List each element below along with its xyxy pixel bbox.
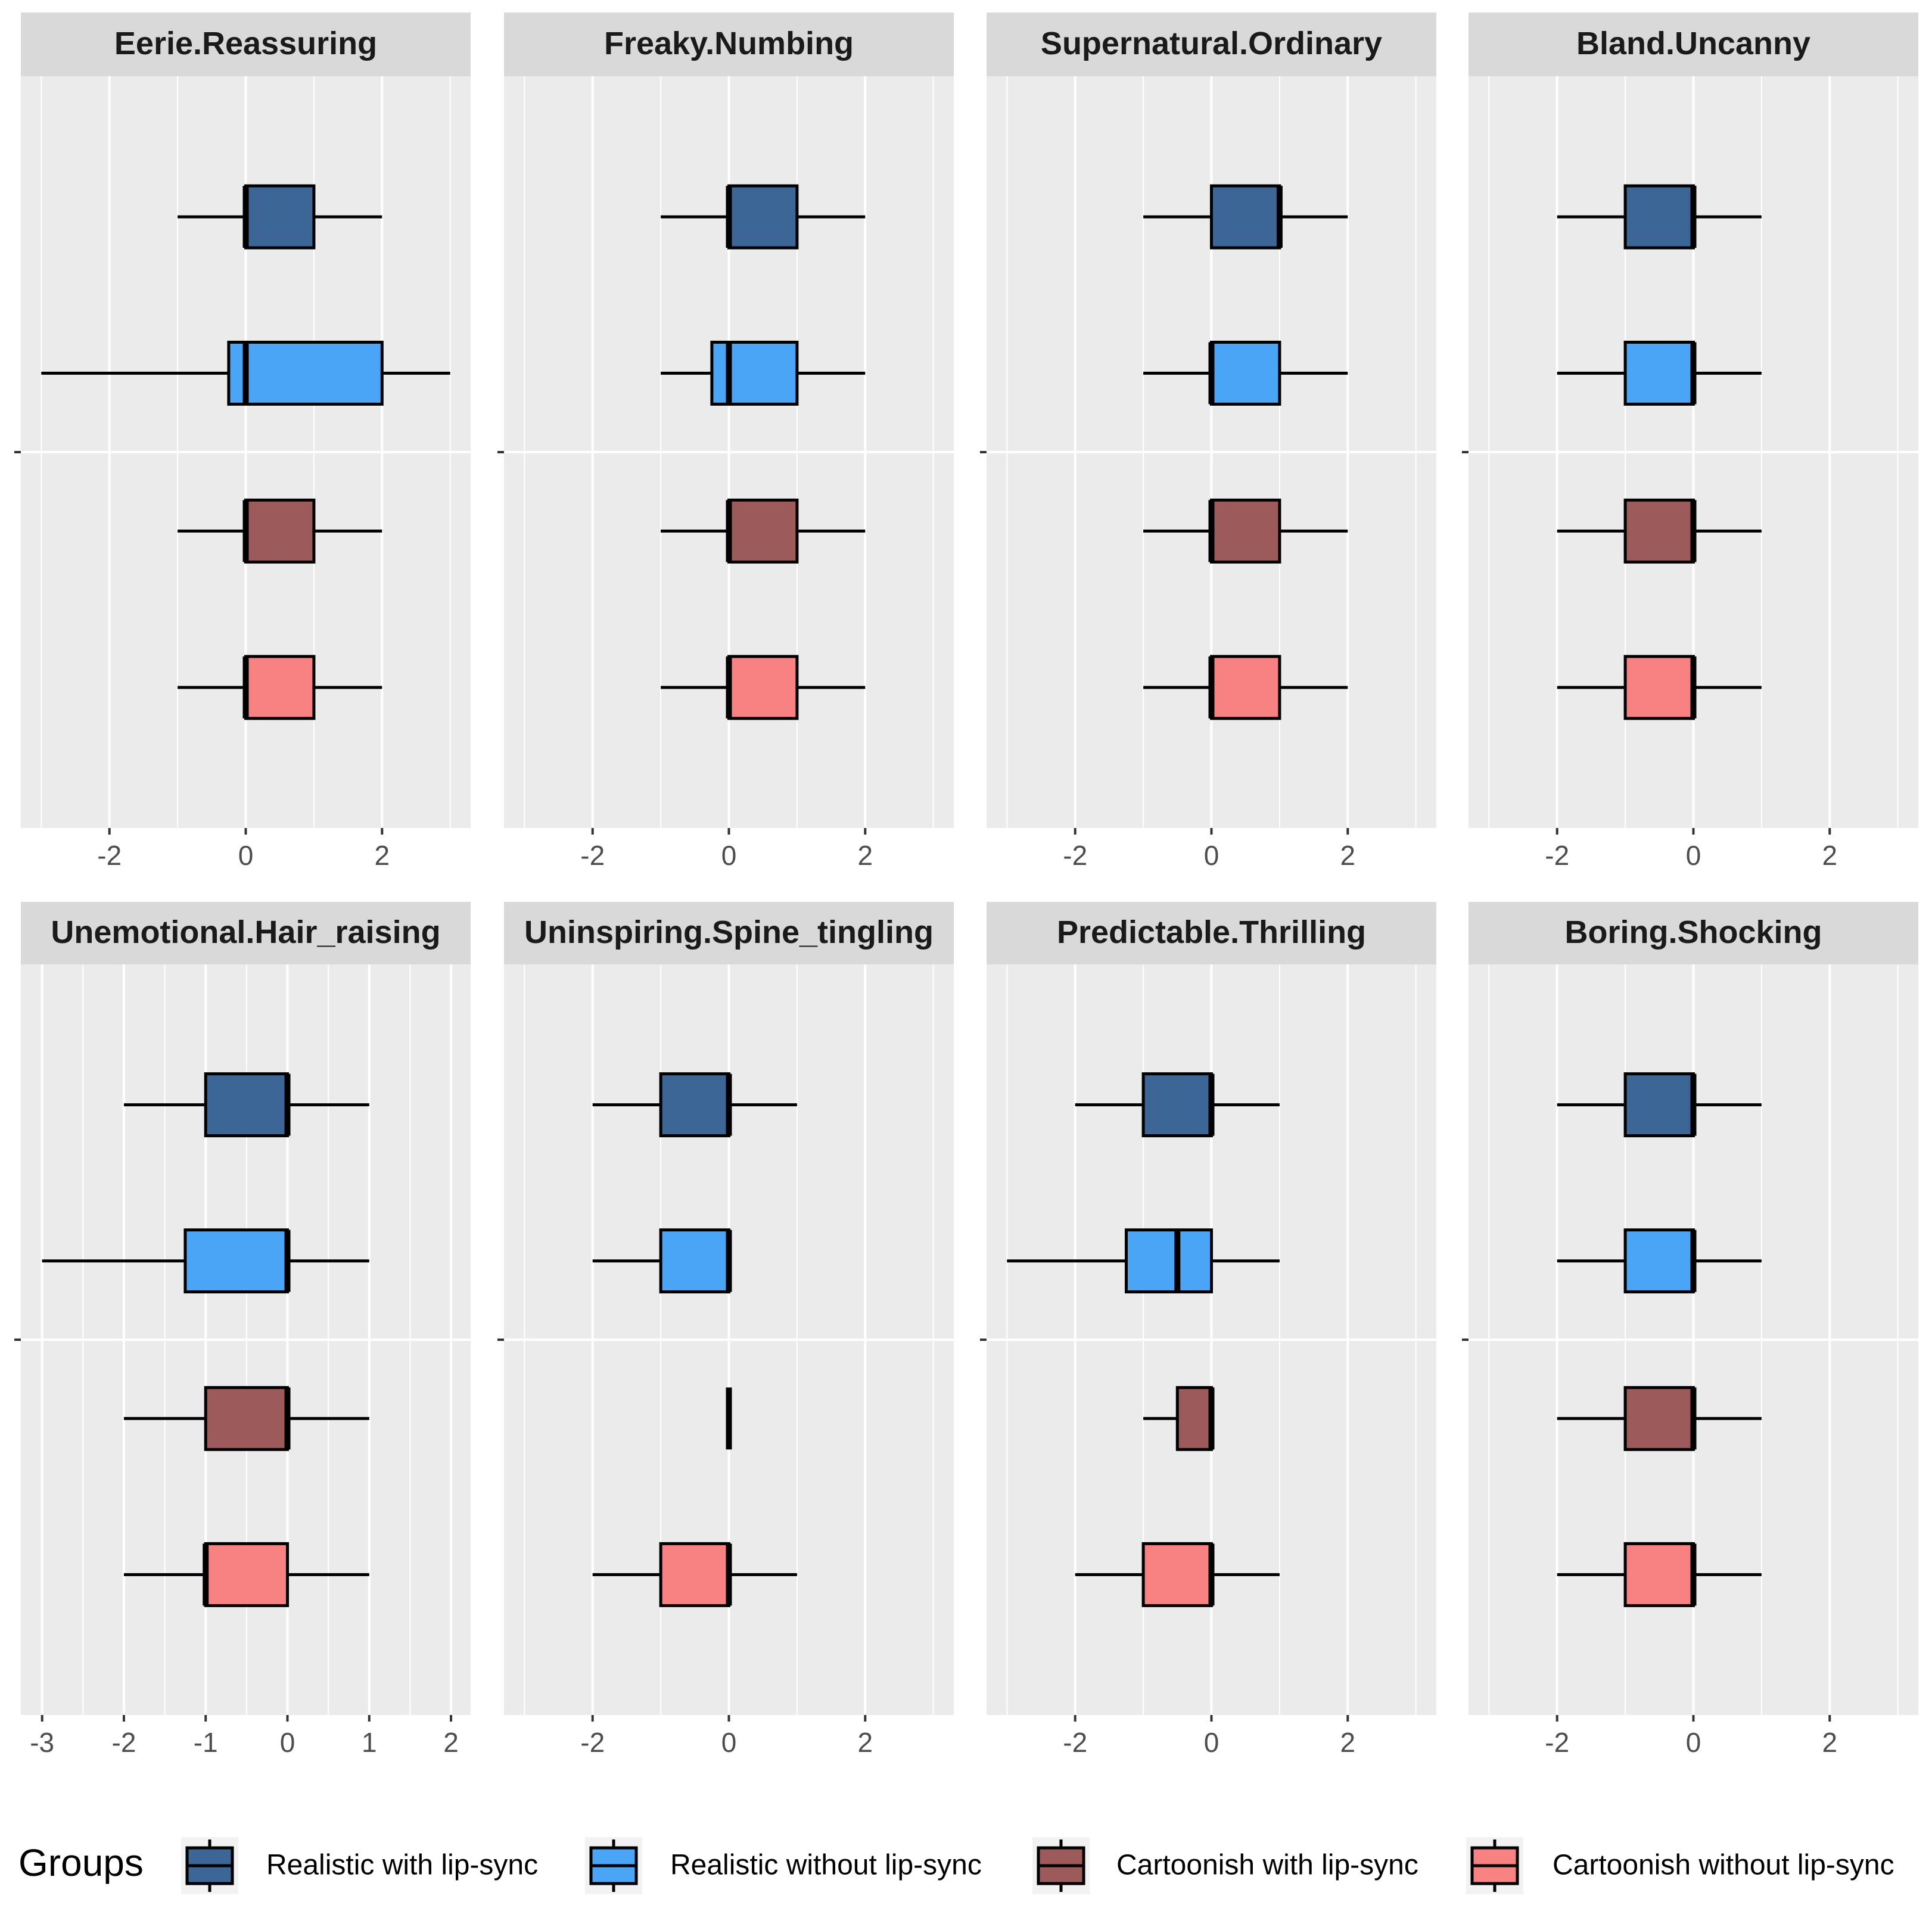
- box: [1141, 1542, 1214, 1607]
- x-tick-label: 2: [1340, 1727, 1355, 1758]
- box: [1623, 1386, 1695, 1451]
- box: [659, 1228, 731, 1294]
- box: [1210, 499, 1281, 564]
- box: [727, 499, 799, 564]
- legend-label: Cartoonish without lip-sync: [1553, 1850, 1894, 1881]
- x-tick-label: 2: [1822, 840, 1837, 871]
- box: [204, 1386, 290, 1451]
- box: [1623, 340, 1695, 406]
- strip: [987, 13, 1436, 76]
- panel-title: Supernatural.Ordinary: [1041, 26, 1382, 61]
- x-tick-label: 0: [1204, 1727, 1219, 1758]
- legend-label: Realistic with lip-sync: [266, 1850, 538, 1881]
- box: [1623, 499, 1695, 564]
- panel-title: Freaky.Numbing: [604, 26, 854, 61]
- box: [710, 340, 799, 406]
- box: [1210, 340, 1281, 406]
- box: [1141, 1072, 1214, 1138]
- x-tick-label: 0: [1686, 840, 1701, 871]
- x-tick-label: -2: [580, 1727, 605, 1758]
- box: [244, 499, 316, 564]
- strip: [21, 902, 471, 964]
- box: [727, 184, 799, 250]
- x-tick-label: -1: [194, 1727, 218, 1758]
- box: [227, 340, 384, 406]
- x-tick-label: 2: [1340, 840, 1355, 871]
- x-tick-label: 2: [374, 840, 390, 871]
- box: [1623, 655, 1695, 720]
- strip: [21, 13, 471, 76]
- panel-title: Predictable.Thrilling: [1057, 914, 1366, 950]
- box: [1623, 1542, 1695, 1607]
- x-tick-label: 0: [238, 840, 254, 871]
- x-tick-label: 2: [443, 1727, 459, 1758]
- box: [659, 1542, 731, 1607]
- box: [244, 655, 316, 720]
- x-tick-label: 2: [857, 840, 873, 871]
- box: [183, 1228, 290, 1294]
- legend-title: Groups: [18, 1841, 144, 1884]
- x-tick-label: -2: [580, 840, 605, 871]
- x-tick-label: 2: [1822, 1727, 1837, 1758]
- legend-label: Cartoonish with lip-sync: [1116, 1850, 1418, 1881]
- x-tick-label: 0: [280, 1727, 295, 1758]
- box: [204, 1542, 290, 1607]
- box: [244, 184, 316, 250]
- x-tick-label: -2: [1063, 840, 1087, 871]
- x-tick-label: -2: [112, 1727, 136, 1758]
- box: [1623, 1072, 1695, 1138]
- panel-title: Uninspiring.Spine_tingling: [524, 914, 934, 950]
- box: [1210, 184, 1281, 250]
- box: [204, 1072, 290, 1138]
- box: [659, 1072, 731, 1138]
- x-tick-label: 0: [721, 1727, 737, 1758]
- legend-label: Realistic without lip-sync: [670, 1850, 982, 1881]
- panel-title: Eerie.Reassuring: [114, 26, 377, 61]
- x-tick-label: 1: [362, 1727, 377, 1758]
- x-tick-label: -3: [30, 1727, 54, 1758]
- strip: [504, 902, 954, 964]
- x-tick-label: -2: [97, 840, 122, 871]
- box: [1623, 184, 1695, 250]
- box: [727, 655, 799, 720]
- strip: [504, 13, 954, 76]
- strip: [1469, 902, 1918, 964]
- box: [1210, 655, 1281, 720]
- box: [1175, 1386, 1213, 1451]
- x-tick-label: -2: [1545, 840, 1569, 871]
- x-tick-label: -2: [1063, 1727, 1087, 1758]
- box: [1623, 1228, 1695, 1294]
- strip: [1469, 13, 1918, 76]
- strip: [987, 902, 1436, 964]
- panel-title: Boring.Shocking: [1565, 914, 1822, 950]
- x-tick-label: -2: [1545, 1727, 1569, 1758]
- panel-title: Bland.Uncanny: [1576, 26, 1810, 61]
- x-tick-label: 0: [1204, 840, 1219, 871]
- panel-title: Unemotional.Hair_raising: [51, 914, 440, 950]
- x-tick-label: 2: [857, 1727, 873, 1758]
- x-tick-label: 0: [721, 840, 737, 871]
- x-tick-label: 0: [1686, 1727, 1701, 1758]
- box: [1125, 1228, 1213, 1294]
